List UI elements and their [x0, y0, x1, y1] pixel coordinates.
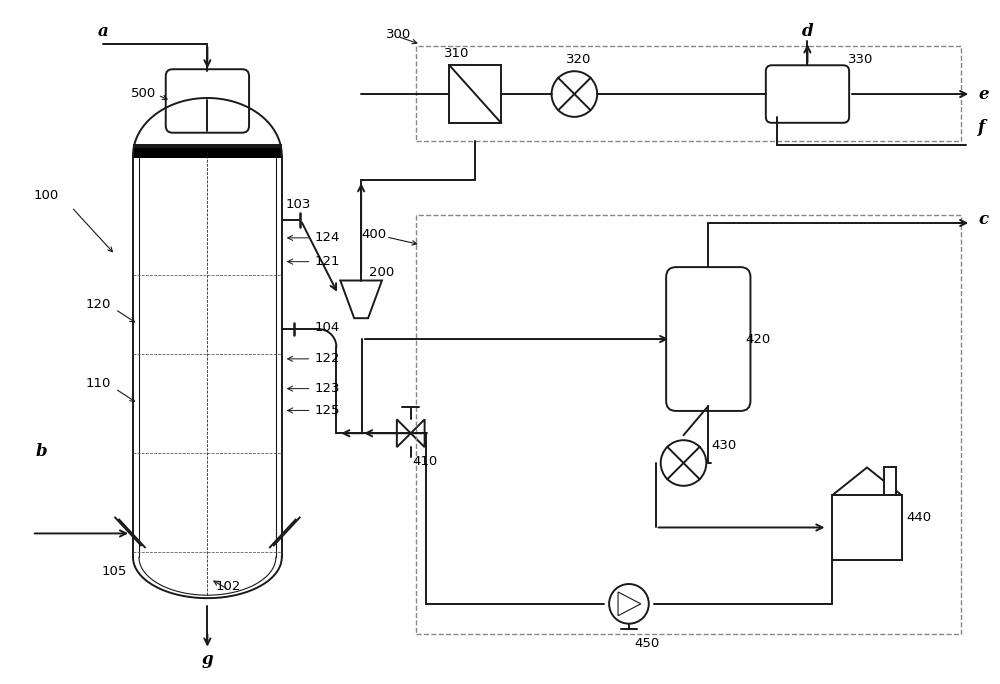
- Text: 121: 121: [315, 255, 340, 268]
- Text: 124: 124: [315, 231, 340, 244]
- Text: 310: 310: [444, 47, 470, 60]
- Text: 120: 120: [86, 298, 111, 311]
- Text: b: b: [36, 443, 48, 460]
- Bar: [449, 65, 501, 123]
- Text: 420: 420: [745, 332, 771, 345]
- Text: a: a: [98, 23, 109, 40]
- Text: 102: 102: [215, 581, 241, 594]
- Text: 300: 300: [386, 28, 411, 41]
- Bar: [416, 47, 961, 141]
- Bar: [416, 215, 961, 633]
- Text: 123: 123: [315, 382, 340, 395]
- Text: 125: 125: [315, 404, 340, 417]
- Text: 105: 105: [102, 564, 127, 577]
- Text: d: d: [802, 23, 813, 40]
- Text: 330: 330: [848, 53, 874, 66]
- Text: 500: 500: [131, 87, 156, 100]
- Text: 103: 103: [286, 198, 311, 211]
- Text: 430: 430: [711, 438, 737, 451]
- Text: f: f: [978, 119, 985, 136]
- Text: 101: 101: [213, 147, 239, 160]
- Text: 320: 320: [566, 53, 592, 66]
- Text: 200: 200: [369, 266, 394, 279]
- Text: c: c: [978, 211, 988, 228]
- Text: e: e: [978, 86, 989, 103]
- Text: 440: 440: [907, 511, 932, 524]
- Text: g: g: [202, 651, 213, 668]
- Text: 100: 100: [33, 189, 59, 202]
- Text: 122: 122: [315, 352, 340, 365]
- Text: 104: 104: [315, 321, 340, 334]
- Text: 410: 410: [413, 455, 438, 468]
- FancyBboxPatch shape: [766, 65, 849, 123]
- Text: 400: 400: [361, 228, 386, 241]
- Bar: [133, 148, 282, 157]
- FancyBboxPatch shape: [666, 267, 750, 411]
- Bar: [133, 144, 282, 148]
- Bar: [884, 467, 896, 495]
- Bar: [832, 495, 902, 560]
- Text: 110: 110: [86, 377, 111, 390]
- FancyBboxPatch shape: [166, 69, 249, 133]
- Text: 450: 450: [634, 637, 659, 650]
